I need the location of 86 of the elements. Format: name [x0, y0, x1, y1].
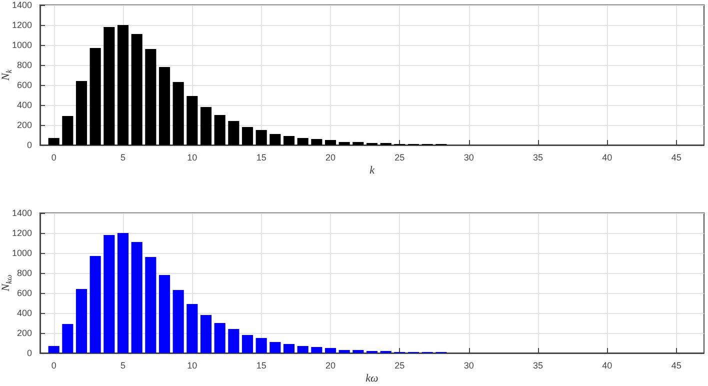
bar — [200, 315, 212, 353]
y-tick-label: 800 — [16, 268, 32, 278]
bar — [214, 115, 226, 145]
bar — [311, 347, 322, 353]
bar — [338, 350, 350, 353]
y-axis-title: Nk — [0, 69, 14, 82]
bar — [48, 138, 60, 145]
x-tick-label: 0 — [51, 360, 56, 370]
y-tick-label: 1200 — [12, 20, 32, 30]
bar — [283, 344, 295, 353]
bar — [242, 127, 254, 145]
bar — [324, 348, 336, 353]
bar — [283, 136, 295, 145]
bar — [352, 142, 364, 145]
y-tick-label: 600 — [16, 288, 32, 298]
bar — [324, 140, 336, 145]
bar — [172, 290, 184, 353]
x-tick-label: 40 — [602, 360, 612, 370]
bar — [131, 34, 142, 145]
y-tick-label: 200 — [16, 328, 32, 338]
y-axis-title: Nkω — [0, 274, 14, 292]
bar — [214, 323, 226, 353]
bar — [297, 138, 308, 145]
bar — [228, 329, 240, 353]
y-tick-label: 0 — [26, 348, 32, 358]
bar — [270, 342, 281, 353]
bar — [338, 142, 350, 145]
x-tick-label: 15 — [256, 360, 266, 370]
bar — [172, 82, 184, 145]
y-tick-label: 200 — [16, 120, 32, 130]
bar — [62, 116, 74, 145]
x-tick-label: 5 — [120, 360, 126, 370]
x-tick-label: 45 — [671, 360, 682, 370]
bar — [76, 81, 88, 145]
x-tick-label: 15 — [256, 152, 266, 162]
y-tick-label: 0 — [26, 140, 32, 150]
x-tick-label: 0 — [51, 152, 56, 162]
x-axis-title: k — [370, 164, 376, 176]
bar — [90, 48, 101, 145]
bar — [228, 121, 240, 145]
bar — [186, 96, 198, 145]
bar — [62, 324, 74, 353]
x-tick-label: 10 — [187, 360, 198, 370]
x-axis-title: kω — [366, 372, 379, 384]
bar — [158, 67, 170, 145]
bar — [256, 130, 267, 145]
bar — [131, 242, 142, 353]
bar — [48, 346, 60, 353]
y-tick-label: 400 — [16, 100, 32, 110]
x-tick-label: 20 — [325, 152, 336, 162]
bar — [90, 256, 101, 353]
y-tick-label: 800 — [16, 60, 32, 70]
bar — [104, 27, 115, 145]
x-tick-label: 20 — [325, 360, 336, 370]
x-tick-label: 30 — [464, 360, 474, 370]
y-tick-label: 1400 — [12, 208, 32, 218]
bar — [186, 304, 198, 353]
x-tick-label: 40 — [602, 152, 612, 162]
bar — [352, 350, 364, 353]
x-tick-label: 25 — [394, 360, 405, 370]
bar — [117, 25, 129, 145]
x-tick-label: 35 — [532, 152, 544, 162]
bar — [145, 257, 156, 353]
bar — [145, 49, 156, 145]
x-tick-label: 25 — [394, 152, 405, 162]
y-tick-label: 1200 — [12, 228, 32, 238]
bar — [311, 139, 322, 145]
bar — [242, 335, 254, 353]
bar — [117, 233, 129, 353]
bar — [297, 346, 308, 353]
bar — [158, 275, 170, 353]
x-tick-label: 5 — [120, 152, 126, 162]
bar — [256, 338, 267, 353]
x-tick-label: 35 — [532, 360, 544, 370]
bar — [200, 107, 212, 145]
bar — [76, 289, 88, 353]
bar — [104, 235, 115, 353]
y-tick-label: 1400 — [12, 0, 32, 10]
y-tick-label: 1000 — [12, 40, 32, 50]
x-tick-label: 30 — [464, 152, 474, 162]
y-tick-label: 400 — [16, 308, 32, 318]
x-tick-label: 45 — [671, 152, 682, 162]
x-tick-label: 10 — [187, 152, 198, 162]
y-tick-label: 1000 — [12, 248, 32, 258]
bar — [270, 134, 281, 145]
y-tick-label: 600 — [16, 80, 32, 90]
